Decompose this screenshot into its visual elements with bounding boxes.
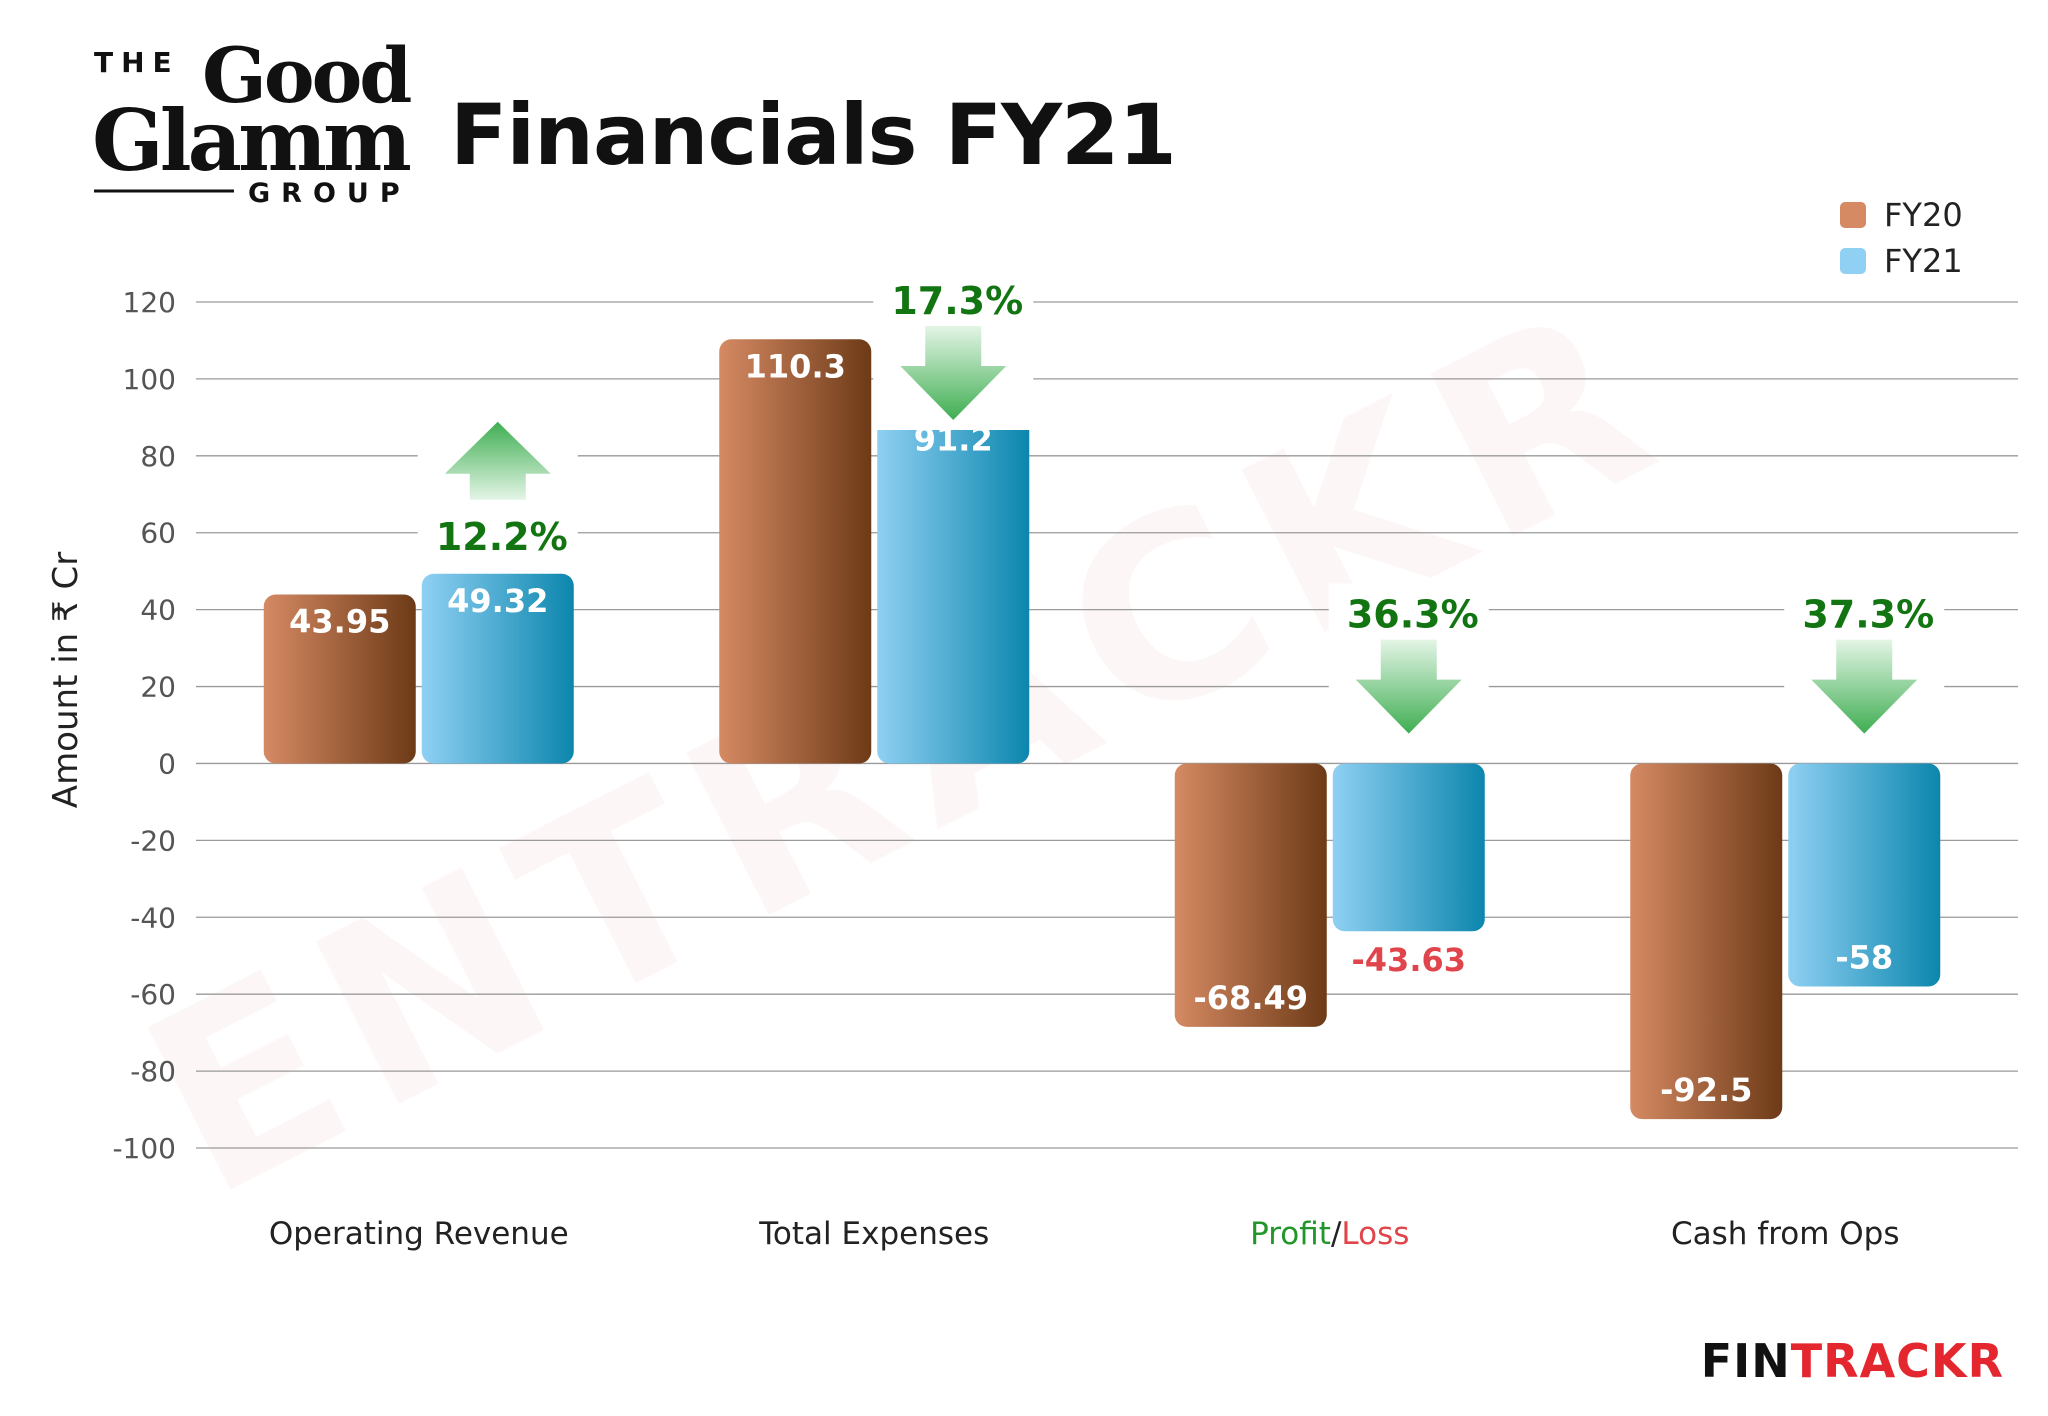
legend-swatch-fy21	[1840, 248, 1866, 274]
bar-fy21-3	[1788, 763, 1941, 987]
logo-glamm: Glamm	[92, 91, 410, 190]
bar-label-fy20-1: 110.3	[745, 347, 846, 385]
bar-label-fy21-2: -43.63	[1352, 941, 1467, 979]
growth-label-1: 17.3%	[891, 279, 1023, 323]
bar-label-fy20-3: -92.5	[1660, 1071, 1752, 1109]
logo-good: Good	[202, 31, 411, 120]
bar-label-fy20-2: -68.49	[1194, 979, 1309, 1017]
legend-label-fy21: FY21	[1884, 242, 1963, 280]
bars	[263, 339, 1941, 1120]
logo-group: GROUP	[248, 178, 411, 204]
bar-fy21-0	[421, 573, 574, 764]
y-tick-label-11: -100	[112, 1132, 176, 1165]
category-label-1: Total Expenses	[758, 1216, 989, 1252]
y-tick-label-6: 0	[158, 747, 176, 780]
y-tick-label-1: 100	[123, 363, 176, 396]
y-tick-label-5: 20	[140, 671, 176, 704]
y-tick-label-2: 80	[140, 440, 176, 473]
arrow-down-icon-3	[1811, 639, 1918, 734]
bar-label-fy21-3: -58	[1835, 938, 1893, 976]
y-tick-label-7: -20	[130, 824, 176, 857]
bar-label-fy20-0: 43.95	[289, 602, 390, 640]
y-tick-label-10: -80	[130, 1055, 176, 1088]
arrow-up-icon-0	[444, 421, 551, 500]
good-glamm-group-logo: THE Good Glamm GROUP	[92, 31, 414, 204]
y-tick-label-8: -40	[130, 901, 176, 934]
legend: FY20 FY21	[1840, 192, 1963, 284]
bar-fy20-2	[1174, 763, 1327, 1027]
bar-fy21-1	[877, 412, 1030, 764]
legend-swatch-fy20	[1840, 202, 1866, 228]
arrow-down-icon-2	[1355, 639, 1462, 734]
logo-the: THE	[94, 46, 180, 79]
y-tick-label-9: -60	[130, 978, 176, 1011]
category-label-part-3-0: Cash from Ops	[1671, 1216, 1900, 1252]
fintrackr-logo-fin: FIN	[1700, 1334, 1791, 1388]
growth-label-3: 37.3%	[1802, 593, 1934, 637]
category-label-part-2-1: /	[1331, 1216, 1342, 1252]
annotations: 12.2% 17.3% 36.3% 37.3%	[417, 270, 1945, 744]
fintrackr-logo: FINTRACKR	[1701, 1334, 2004, 1388]
bar-fy20-0	[263, 594, 416, 764]
page-title: Financials FY21	[450, 86, 1177, 184]
fintrackr-logo-trackr: TRACKR	[1790, 1334, 2004, 1388]
y-tick-label-4: 40	[140, 594, 176, 627]
y-tick-label-0: 120	[123, 286, 176, 319]
category-label-part-2-2: Loss	[1341, 1216, 1409, 1252]
category-label-3: Cash from Ops	[1671, 1216, 1900, 1252]
legend-item-fy20: FY20	[1840, 192, 1963, 238]
bar-fy21-2	[1332, 763, 1485, 932]
y-tick-label-3: 60	[140, 517, 176, 550]
category-label-part-2-0: Profit	[1250, 1216, 1331, 1252]
legend-label-fy20: FY20	[1884, 196, 1963, 234]
bar-label-fy21-0: 49.32	[447, 582, 548, 620]
bar-fy20-3	[1630, 763, 1783, 1120]
legend-item-fy21: FY21	[1840, 238, 1963, 284]
arrow-down-icon-1	[900, 326, 1007, 420]
category-label-part-1-0: Total Expenses	[758, 1216, 989, 1252]
bar-fy20-1	[719, 339, 872, 764]
growth-label-2: 36.3%	[1347, 593, 1479, 637]
growth-label-0: 12.2%	[436, 515, 568, 559]
category-label-0: Operating Revenue	[269, 1216, 569, 1252]
bar-label-bg-fy21-2	[1338, 937, 1479, 984]
category-label-2: Profit/Loss	[1250, 1216, 1409, 1252]
category-label-part-0-0: Operating Revenue	[269, 1216, 569, 1252]
